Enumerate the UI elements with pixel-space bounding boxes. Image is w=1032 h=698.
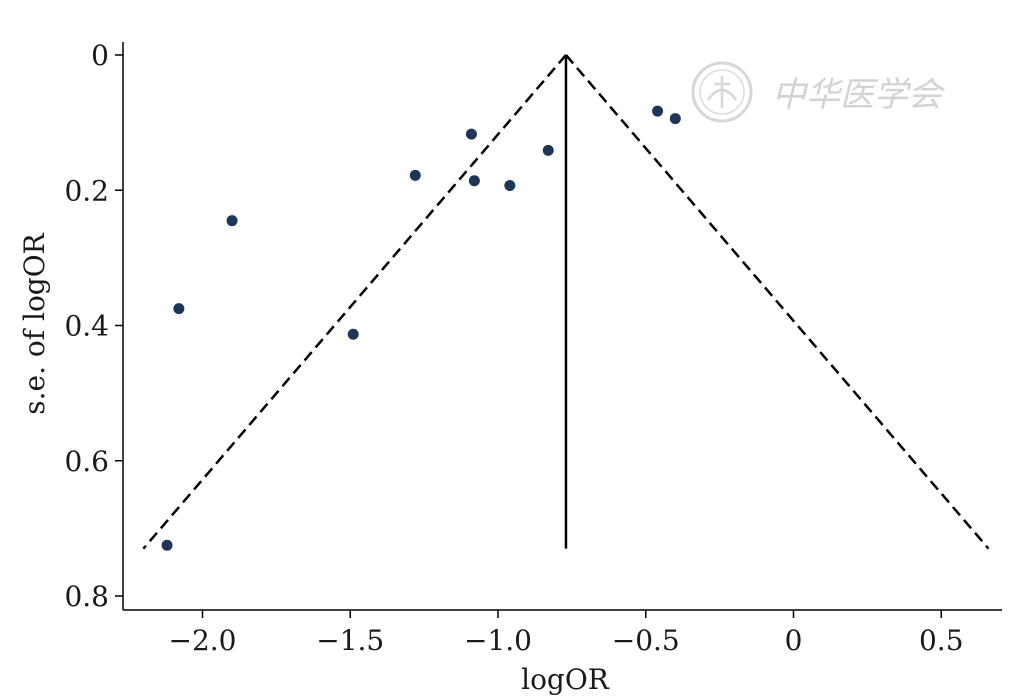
y-tick-label: 0.8: [64, 580, 109, 613]
funnel-lines: [142, 54, 990, 550]
study-point: [504, 180, 516, 192]
study-point: [173, 303, 185, 315]
study-point: [468, 175, 480, 187]
study-point: [161, 539, 173, 551]
x-tick-label: −2.0: [169, 624, 237, 657]
y-tick-label: 0.2: [64, 174, 109, 207]
watermark-text: 中华医学会: [772, 75, 946, 115]
study-points: [161, 105, 681, 551]
study-point: [652, 105, 664, 117]
y-axis-title: s.e. of logOR: [18, 232, 51, 414]
x-ticks: −2.0 −1.5 −1.0 −0.5 0 0.5: [169, 610, 964, 657]
x-tick-label: 0.5: [919, 624, 964, 657]
watermark: 中华医学会: [691, 61, 946, 123]
x-tick-label: −0.5: [612, 624, 680, 657]
watermark-seal-icon: [691, 61, 753, 123]
study-point: [669, 113, 681, 125]
axes: 0 0.2 0.4 0.6 0.8 −2.0 −1.5 −1.0 −0.5 0 0.5: [64, 39, 1002, 657]
study-point: [347, 328, 359, 340]
y-tick-label: 0.4: [64, 310, 109, 343]
study-point: [542, 144, 554, 156]
x-axis-title: logOR: [521, 663, 610, 696]
y-tick-label: 0.6: [64, 445, 109, 478]
funnel-left-line: [142, 54, 567, 550]
study-point: [226, 215, 238, 227]
x-tick-label: −1.5: [316, 624, 384, 657]
x-tick-label: −1.0: [464, 624, 532, 657]
study-point: [465, 128, 477, 140]
study-point: [409, 169, 421, 181]
y-ticks: 0 0.2 0.4 0.6 0.8: [64, 39, 123, 613]
funnel-right-line: [565, 54, 990, 550]
x-tick-label: 0: [785, 624, 803, 657]
y-tick-label: 0: [91, 39, 109, 72]
